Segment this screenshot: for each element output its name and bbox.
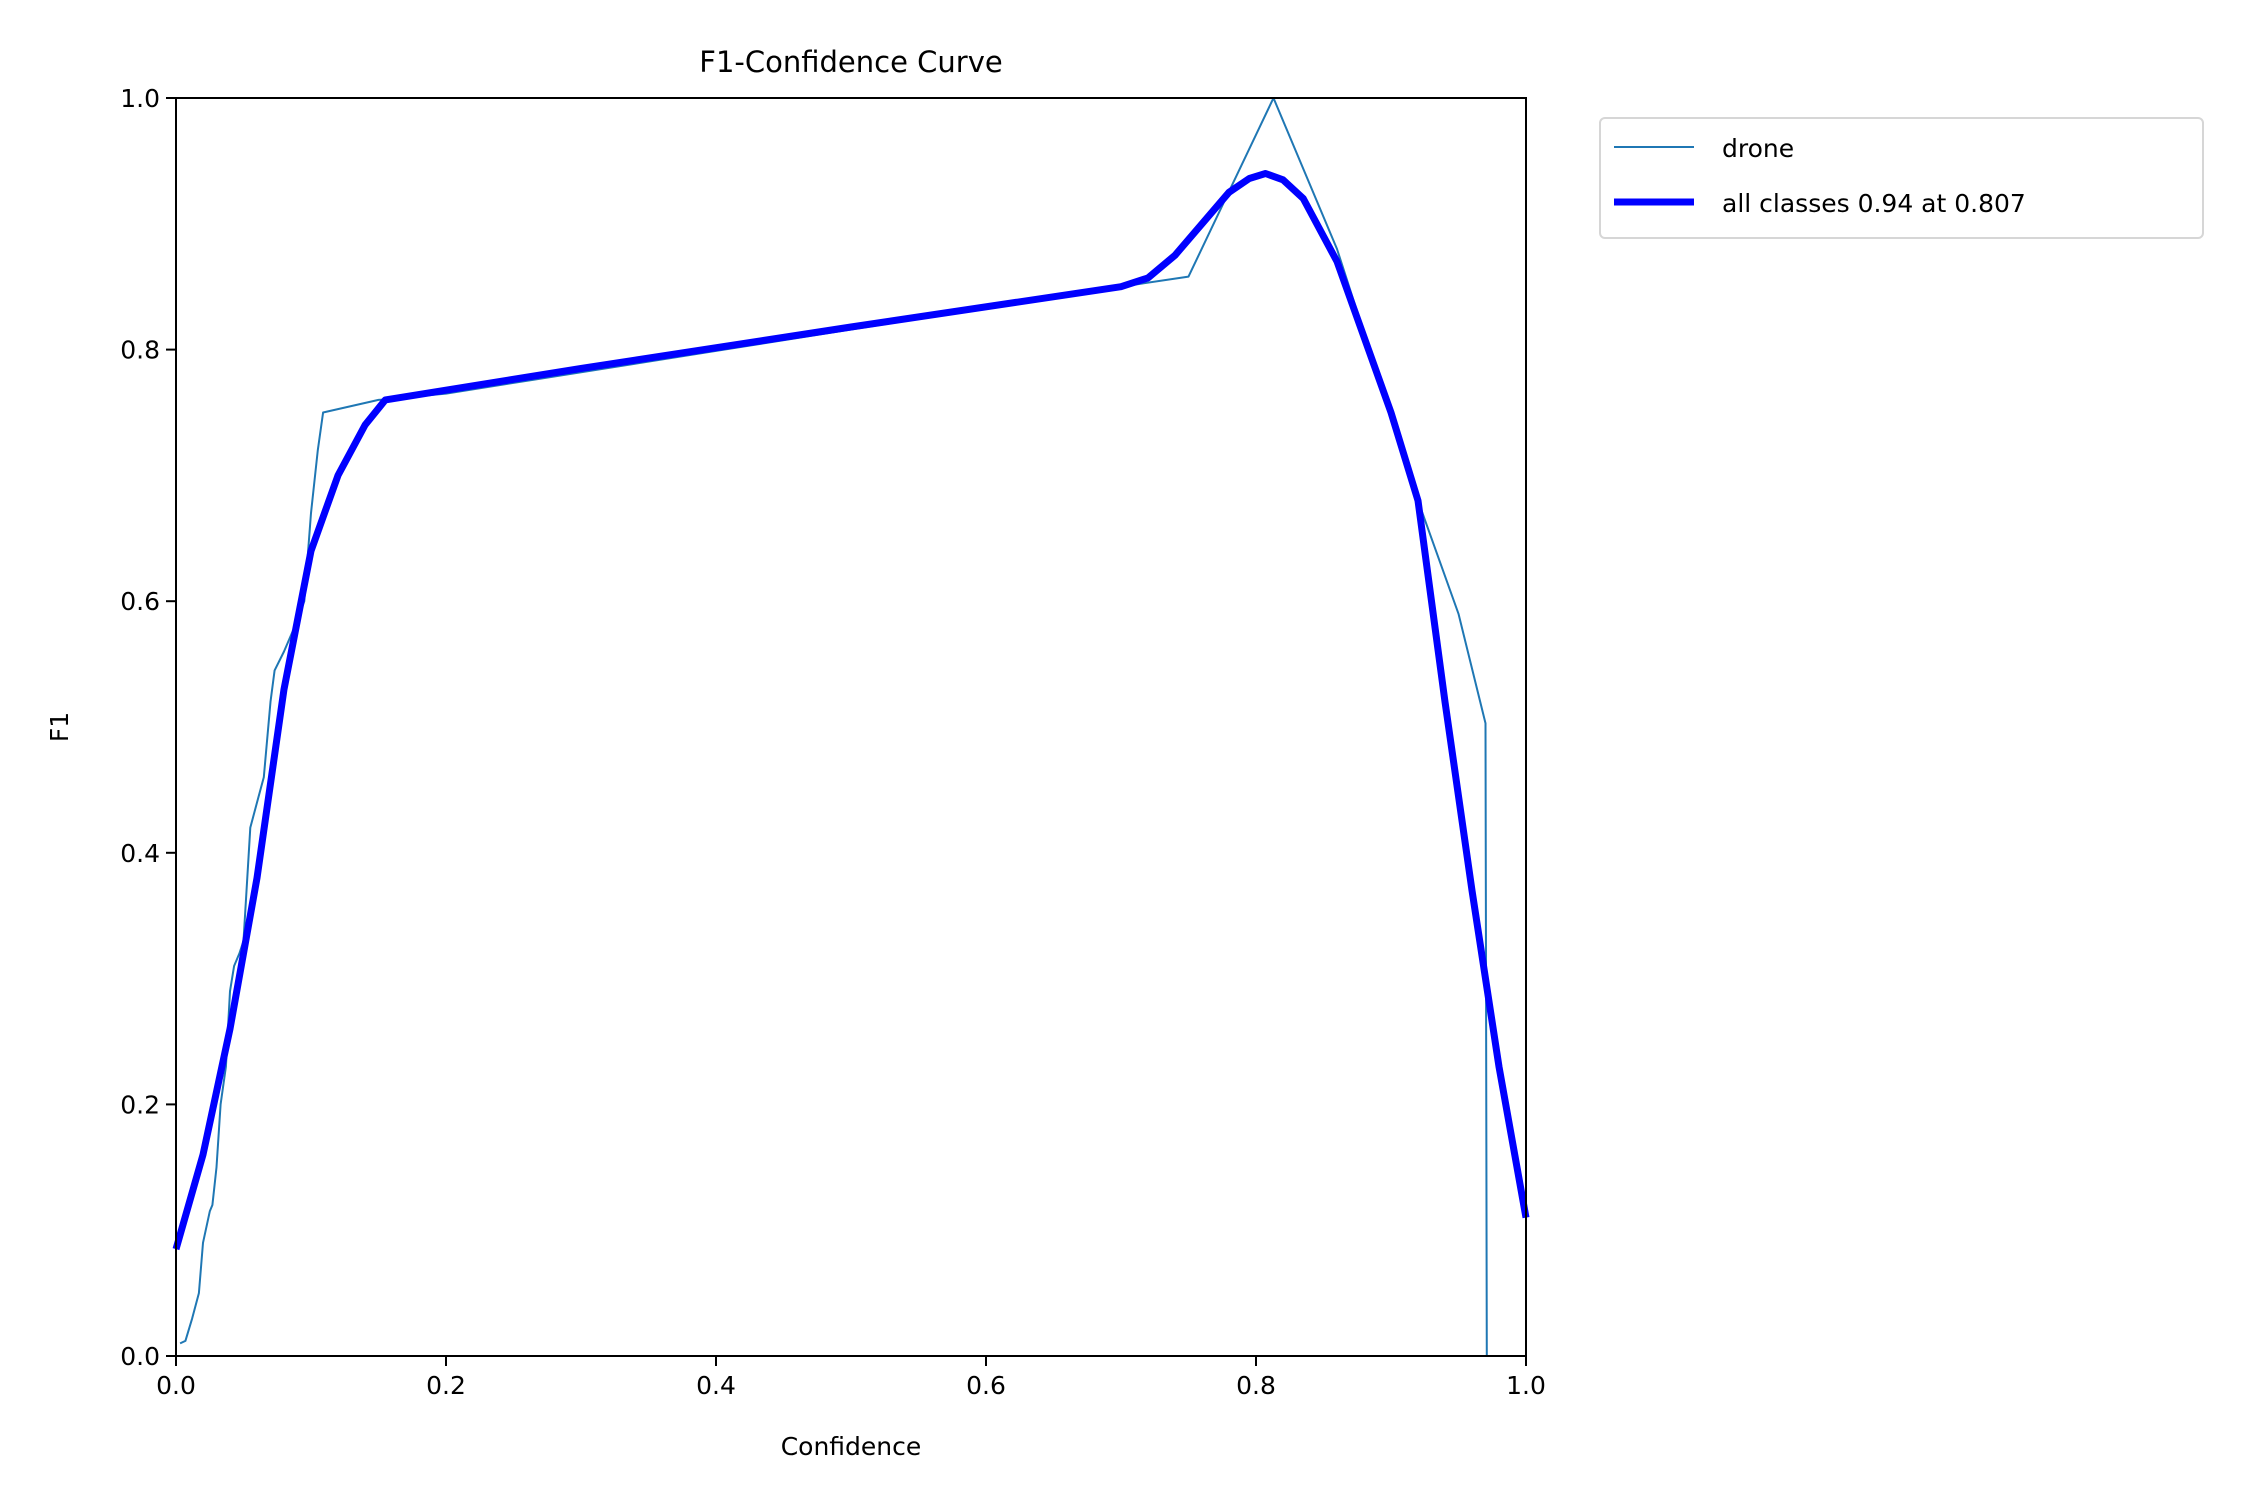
x-axis-label: Confidence	[781, 1432, 922, 1461]
plot-frame	[175, 97, 1527, 1357]
x-tick-label: 1.0	[1506, 1371, 1546, 1400]
y-axis-label: F1	[45, 712, 74, 742]
series-line-drone	[179, 97, 1526, 1357]
y-tick-label: 0.8	[120, 336, 160, 365]
y-tick-label: 0.6	[120, 587, 160, 616]
x-tick-label: 0.8	[1236, 1371, 1276, 1400]
series-line-all-classes	[172, 170, 1530, 1251]
y-tick-label: 1.0	[120, 84, 160, 113]
x-tick-label: 0.0	[156, 1371, 196, 1400]
y-tick-label: 0.2	[120, 1090, 160, 1119]
x-tick-label: 0.2	[426, 1371, 466, 1400]
y-tick-label: 0.0	[120, 1342, 160, 1371]
y-tick-label: 0.4	[120, 839, 160, 868]
ticks-layer: 0.0 0.2 0.4 0.6 0.8 1.0 0.0 0.2 0.4 0.6 0.8 1.0	[120, 84, 1546, 1400]
legend: drone all classes 0.94 at 0.807	[1599, 117, 2204, 239]
x-tick-label: 0.4	[696, 1371, 736, 1400]
series-layer	[172, 97, 1530, 1357]
legend-box	[1599, 117, 2204, 239]
legend-label-all-classes: all classes 0.94 at 0.807	[1722, 189, 2026, 218]
legend-label-drone: drone	[1722, 134, 1794, 163]
x-tick-label: 0.6	[966, 1371, 1006, 1400]
chart-title: F1-Confidence Curve	[699, 45, 1002, 79]
